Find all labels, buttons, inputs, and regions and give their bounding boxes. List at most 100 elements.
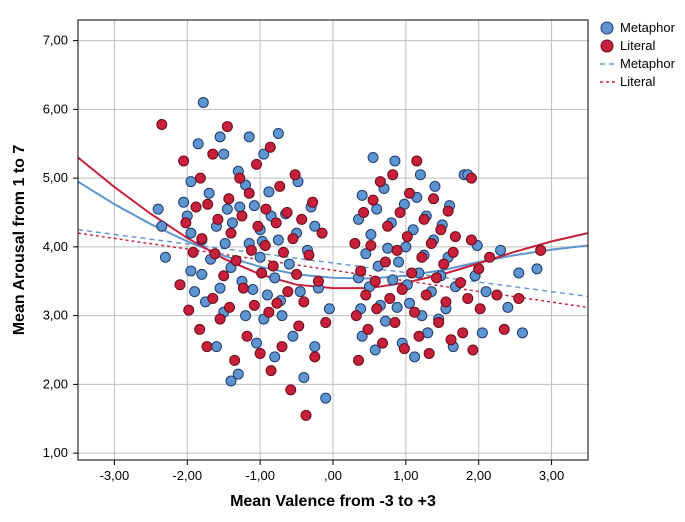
data-point: [244, 132, 254, 142]
data-point: [536, 245, 546, 255]
data-point: [383, 221, 393, 231]
data-point: [184, 305, 194, 315]
data-point: [195, 324, 205, 334]
data-point: [357, 190, 367, 200]
data-point: [157, 120, 167, 130]
data-point: [383, 243, 393, 253]
data-point: [225, 302, 235, 312]
data-point: [290, 170, 300, 180]
data-point: [475, 304, 485, 314]
x-tick-label: 1,00: [393, 468, 418, 483]
data-point: [244, 188, 254, 198]
data-point: [514, 268, 524, 278]
data-point: [237, 211, 247, 221]
data-point: [215, 283, 225, 293]
data-point: [446, 335, 456, 345]
data-point: [188, 247, 198, 257]
data-point: [202, 342, 212, 352]
y-tick-label: 3,00: [43, 308, 68, 323]
data-point: [233, 369, 243, 379]
data-point: [208, 149, 218, 159]
data-point: [321, 318, 331, 328]
data-point: [503, 302, 513, 312]
data-point: [380, 257, 390, 267]
data-point: [268, 261, 278, 271]
data-point: [249, 300, 259, 310]
data-point: [248, 285, 258, 295]
x-axis-label: Mean Valence from -3 to +3: [230, 493, 436, 510]
data-point: [299, 373, 309, 383]
data-point: [266, 366, 276, 376]
legend-label: Literal: [620, 74, 656, 89]
data-point: [204, 188, 214, 198]
data-point: [514, 293, 524, 303]
data-point: [226, 228, 236, 238]
data-point: [253, 221, 263, 231]
data-point: [354, 355, 364, 365]
data-point: [385, 293, 395, 303]
data-point: [191, 202, 201, 212]
data-point: [412, 156, 422, 166]
data-point: [458, 328, 468, 338]
legend-marker: [601, 22, 613, 34]
y-tick-label: 6,00: [43, 101, 68, 116]
data-point: [356, 266, 366, 276]
y-tick-label: 1,00: [43, 445, 68, 460]
data-point: [456, 278, 466, 288]
data-point: [246, 245, 256, 255]
data-point: [397, 285, 407, 295]
data-point: [288, 234, 298, 244]
data-point: [375, 177, 385, 187]
data-point: [372, 304, 382, 314]
data-point: [179, 156, 189, 166]
chart-container: -3,00-2,00-1,00,001,002,003,001,002,003,…: [0, 0, 685, 522]
data-point: [270, 352, 280, 362]
data-point: [424, 348, 434, 358]
data-point: [190, 287, 200, 297]
data-point: [255, 348, 265, 358]
x-tick-label: -2,00: [172, 468, 202, 483]
data-point: [297, 214, 307, 224]
legend-marker: [601, 40, 613, 52]
data-point: [301, 410, 311, 420]
data-point: [321, 393, 331, 403]
data-point: [242, 331, 252, 341]
data-point: [211, 342, 221, 352]
data-point: [439, 259, 449, 269]
data-point: [219, 271, 229, 281]
data-point: [463, 293, 473, 303]
data-point: [249, 201, 259, 211]
data-point: [286, 385, 296, 395]
data-point: [208, 293, 218, 303]
y-tick-label: 2,00: [43, 376, 68, 391]
data-point: [429, 194, 439, 204]
data-point: [260, 241, 270, 251]
data-point: [532, 264, 542, 274]
data-point: [388, 170, 398, 180]
data-point: [272, 298, 282, 308]
data-point: [310, 342, 320, 352]
data-point: [392, 245, 402, 255]
data-point: [468, 345, 478, 355]
data-point: [230, 355, 240, 365]
x-tick-label: ,00: [324, 468, 342, 483]
data-point: [264, 187, 274, 197]
data-point: [426, 238, 436, 248]
data-point: [496, 245, 506, 255]
data-point: [186, 177, 196, 187]
data-point: [405, 298, 415, 308]
data-point: [390, 318, 400, 328]
data-point: [193, 139, 203, 149]
data-point: [198, 98, 208, 108]
data-point: [466, 235, 476, 245]
y-tick-label: 5,00: [43, 170, 68, 185]
data-point: [197, 234, 207, 244]
data-point: [235, 202, 245, 212]
data-point: [410, 352, 420, 362]
data-point: [492, 290, 502, 300]
data-point: [238, 283, 248, 293]
y-axis-label: Mean Arousal from 1 to 7: [11, 145, 28, 336]
data-point: [295, 287, 305, 297]
data-point: [363, 324, 373, 334]
data-point: [410, 307, 420, 317]
